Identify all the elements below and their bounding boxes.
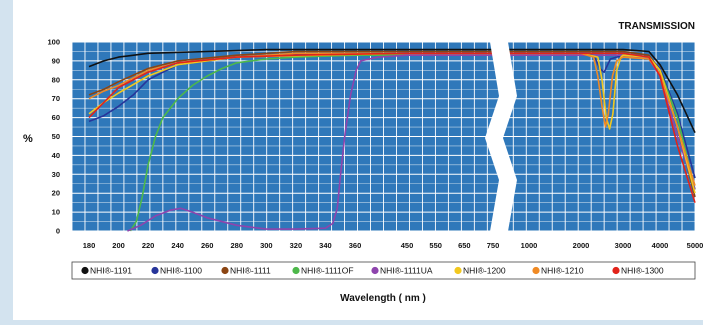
legend-marker: [81, 266, 89, 275]
x-tick-label: 450: [401, 241, 414, 250]
y-tick-label: 40: [52, 151, 60, 160]
legend-marker: [454, 266, 462, 275]
x-tick-label: 260: [201, 241, 214, 250]
legend-marker: [221, 266, 229, 275]
y-axis-label: %: [23, 133, 33, 145]
x-tick-label: 280: [231, 241, 244, 250]
legend-marker: [151, 266, 159, 275]
y-tick-label: 90: [52, 56, 60, 65]
series-line: [88, 52, 696, 203]
x-axis-label: Wavelength ( nm ): [340, 293, 426, 304]
x-tick-label: 300: [260, 241, 273, 250]
x-tick-label: 750: [487, 241, 500, 250]
series-line: [88, 48, 696, 134]
x-tick-label: 180: [83, 241, 96, 250]
x-tick-label: 2000: [573, 241, 590, 250]
series-line: [88, 52, 696, 186]
chart-title: TRANSMISSION: [618, 21, 695, 32]
x-tick-label: 340: [319, 241, 332, 250]
legend-label: NHI®-1200: [463, 266, 506, 276]
x-tick-label: 200: [112, 241, 125, 250]
y-tick-label: 100: [47, 38, 60, 47]
x-tick-label: 240: [171, 241, 184, 250]
y-tick-label: 60: [52, 113, 60, 122]
x-tick-label: 4000: [652, 241, 669, 250]
legend-label: NHI®-1111UA: [380, 266, 433, 276]
x-tick-label: 1000: [521, 241, 538, 250]
y-tick-label: 50: [52, 132, 60, 141]
legend-marker: [612, 266, 620, 275]
series-lines: [88, 48, 696, 232]
legend-label: NHI®-1300: [621, 266, 664, 276]
x-tick-label: 320: [290, 241, 303, 250]
legend-marker: [532, 266, 540, 275]
x-tick-label: 3000: [615, 241, 632, 250]
legend-marker: [371, 266, 379, 275]
y-tick-label: 0: [56, 227, 60, 236]
legend-label: NHI®-1111OF: [301, 266, 354, 276]
y-tick-label: 80: [52, 75, 60, 84]
x-tick-label: 5000: [687, 241, 703, 250]
legend-label: NHI®-1191: [90, 266, 132, 276]
legend-label: NHI®-1100: [160, 266, 202, 276]
y-tick-label: 10: [52, 208, 60, 217]
x-tick-label: 360: [349, 241, 362, 250]
chart-panel: TRANSMISSION % 100 90 80 70 60 50 40 30 20 10 0 18…: [13, 0, 703, 320]
legend-marker: [292, 266, 300, 275]
y-tick-label: 30: [52, 170, 60, 179]
y-tick-label: 70: [52, 94, 60, 103]
legend: NHI®-1191 NHI®-1100 NHI®-1111 NHI®-1111OF NH…: [81, 266, 664, 276]
legend-label: NHI®-1111: [230, 266, 271, 276]
legend-box: [71, 261, 696, 280]
y-tick-label: 20: [52, 189, 60, 198]
x-tick-label: 650: [458, 241, 471, 250]
x-tick-label: 550: [429, 241, 442, 250]
series-line: [127, 54, 696, 232]
axis-break-mark: [485, 36, 517, 237]
x-tick-labels: 180 200 220 240 260 280 300 320 340 360 450 550 650 7…: [83, 241, 703, 250]
legend-label: NHI®-1210: [541, 266, 584, 276]
x-tick-label: 220: [142, 241, 155, 250]
